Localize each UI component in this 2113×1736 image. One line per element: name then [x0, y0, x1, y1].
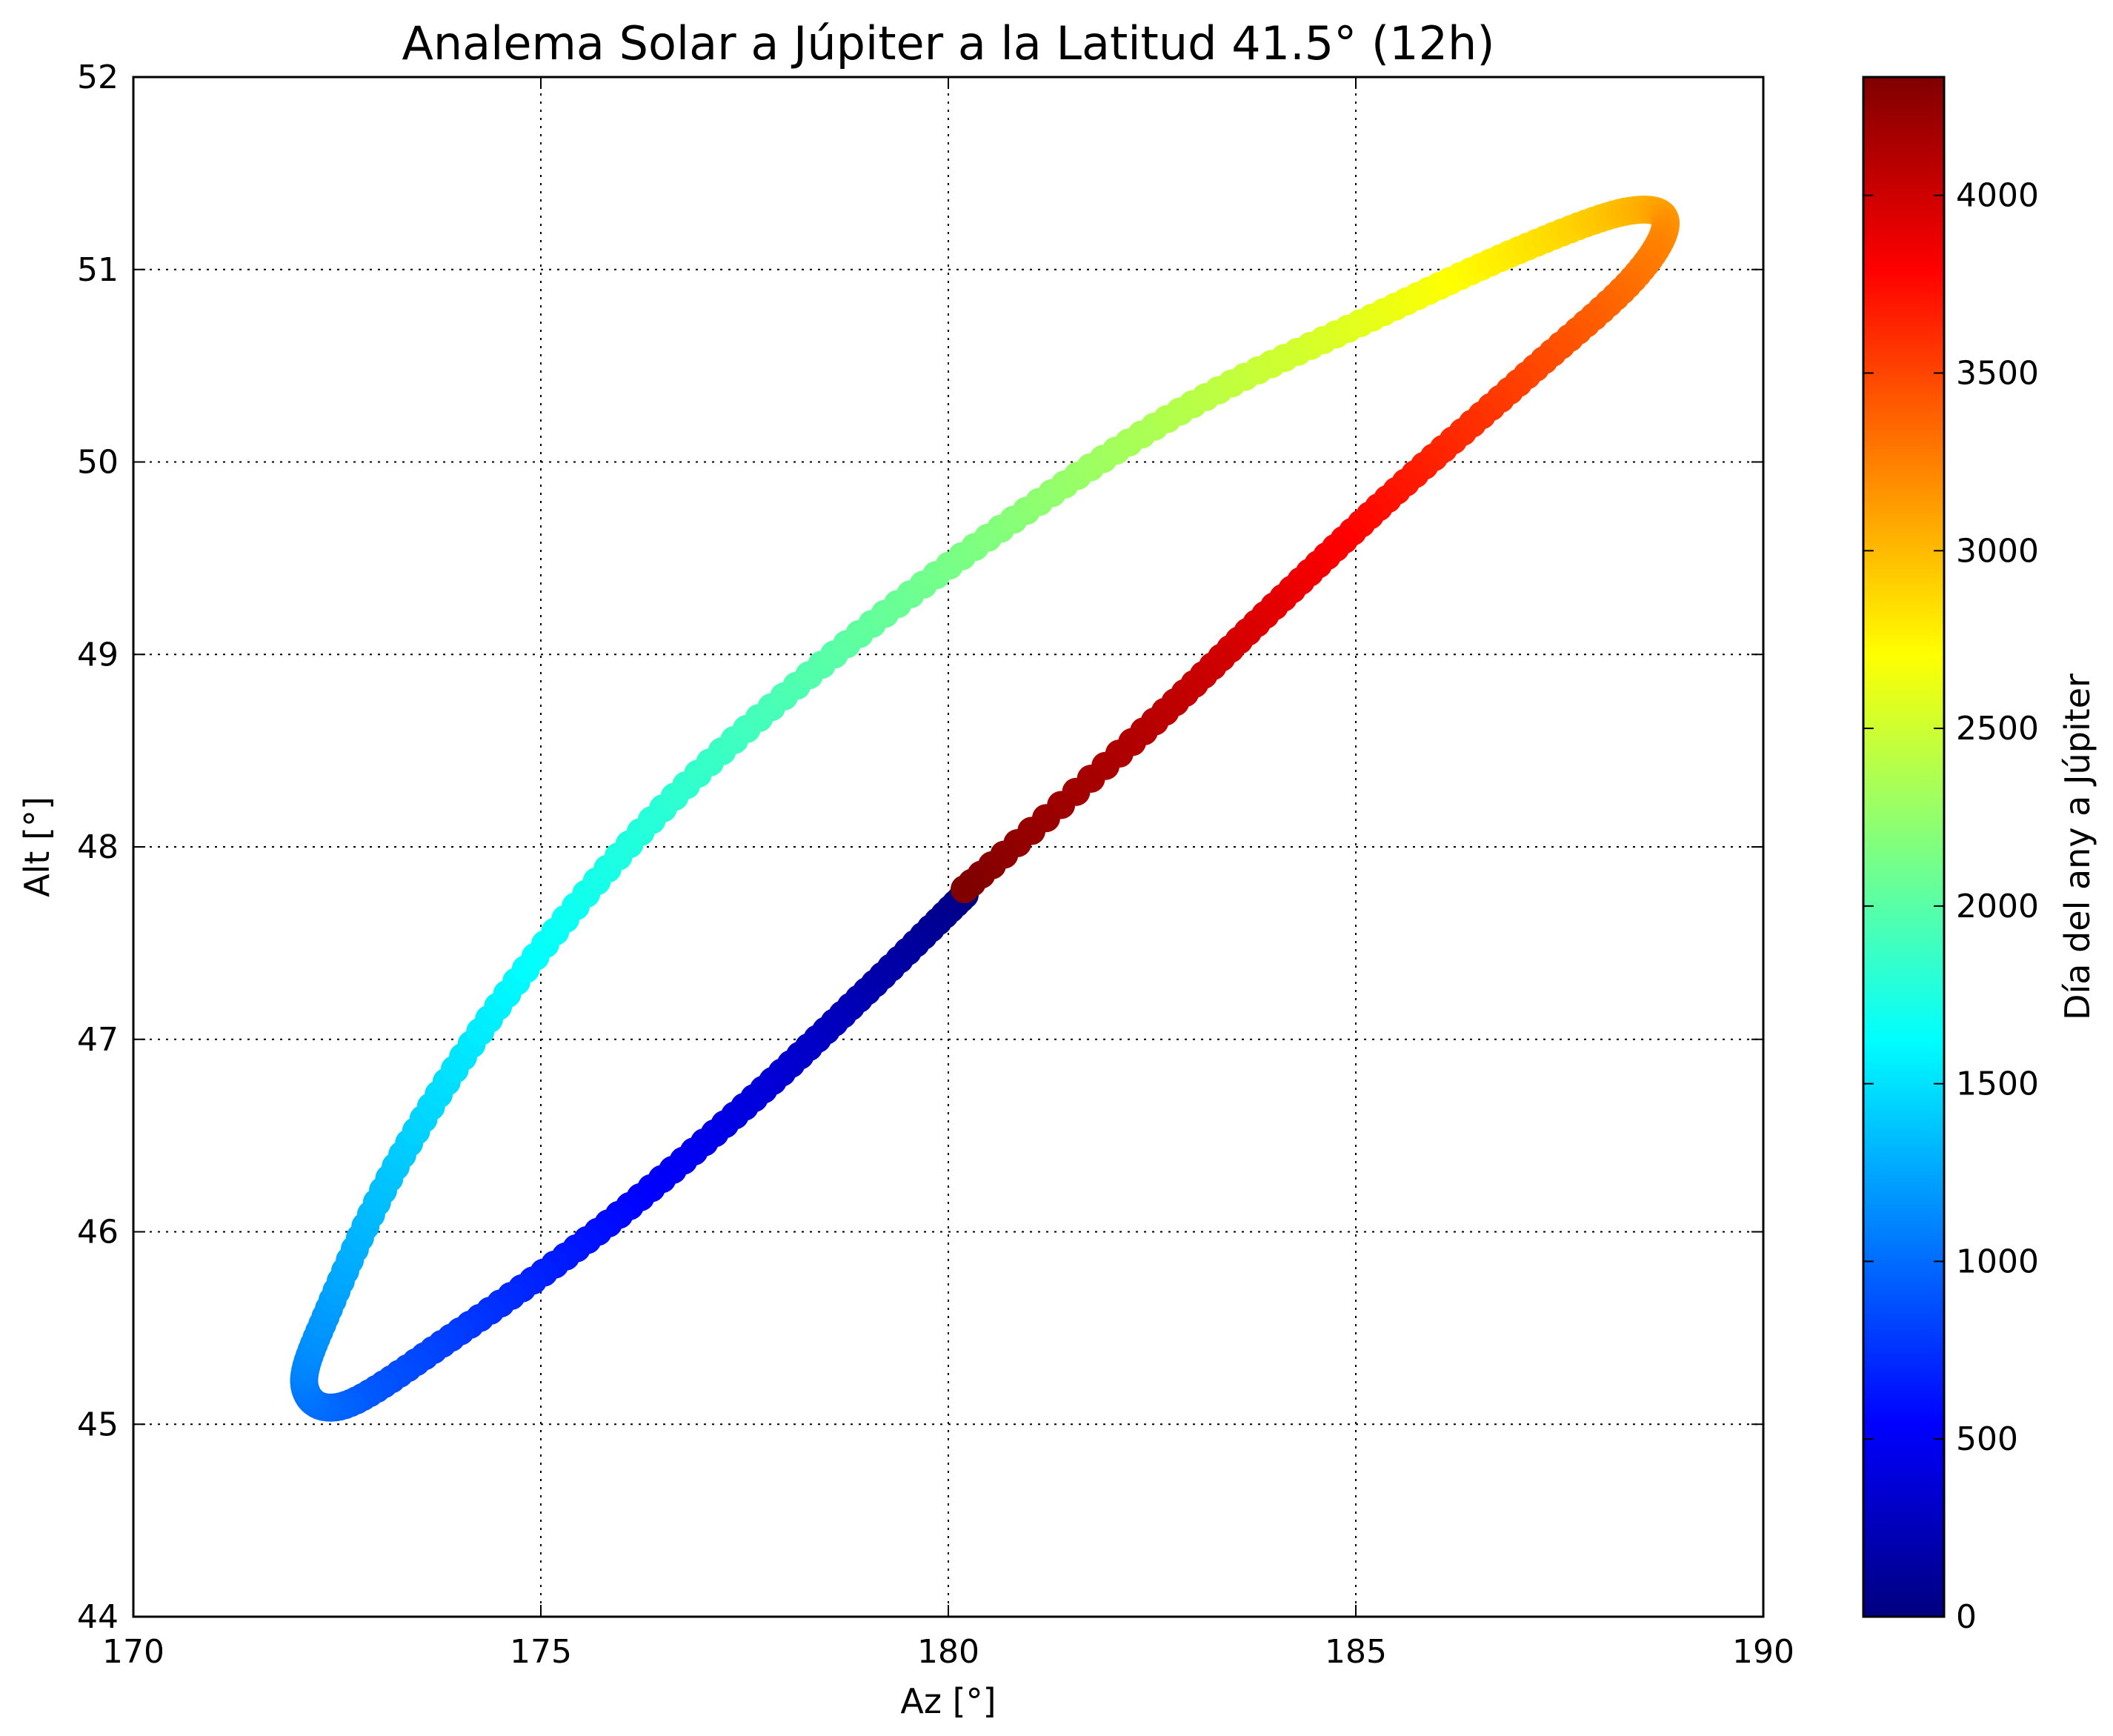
colorbar-ticks: 0 500 1000 1500 2000 2500 3000 3500 4000: [1863, 177, 2039, 1636]
y-tick-label: 45: [77, 1406, 119, 1443]
colorbar-tick-label: 1500: [1956, 1065, 2039, 1103]
colorbar-tick-label: 1000: [1956, 1243, 2039, 1280]
x-axis-label: Az [°]: [900, 1681, 996, 1721]
colorbar-tick-label: 3500: [1956, 354, 2039, 392]
y-axis-label: Alt [°]: [17, 797, 57, 897]
y-tick-label: 46: [77, 1214, 119, 1251]
colorbar-tick-label: 0: [1956, 1598, 1977, 1636]
curve-point: [951, 875, 979, 904]
y-tick-label: 52: [77, 59, 119, 96]
y-tick-label: 48: [77, 828, 119, 866]
colorbar-tick-label: 4000: [1956, 177, 2039, 215]
plot-area: 170 175 180 185 190 44 45 46 47 48 49 50 51 52: [77, 59, 1794, 1671]
x-tick-label: 185: [1325, 1633, 1387, 1671]
y-ticks: 44 45 46 47 48 49 50 51 52: [77, 59, 1763, 1636]
colorbar-tick-label: 2500: [1956, 710, 2039, 748]
y-tick-label: 49: [77, 636, 119, 674]
x-tick-label: 175: [510, 1633, 572, 1671]
colorbar-tick-label: 500: [1956, 1420, 2018, 1458]
colorbar-tick-label: 3000: [1956, 532, 2039, 570]
y-tick-label: 51: [77, 251, 119, 289]
y-tick-label: 47: [77, 1021, 119, 1059]
grid-lines: [133, 77, 1763, 1617]
x-tick-label: 180: [917, 1633, 979, 1671]
x-tick-label: 170: [102, 1633, 164, 1671]
colorbar-tick-label: 2000: [1956, 888, 2039, 925]
x-ticks: 170 175 180 185 190: [102, 77, 1794, 1671]
colorbar: 0 500 1000 1500 2000 2500 3000 3500 4000 Día del…: [1862, 76, 2097, 1636]
x-tick-label: 190: [1732, 1633, 1794, 1671]
analemma-curve: [290, 195, 1680, 1422]
y-tick-label: 44: [77, 1598, 119, 1636]
chart-title: Analema Solar a Júpiter a la Latitud 41.…: [402, 16, 1494, 70]
colorbar-gradient: [1862, 76, 1946, 1618]
colorbar-label: Día del any a Júpiter: [2057, 674, 2097, 1020]
y-tick-label: 50: [77, 444, 119, 482]
